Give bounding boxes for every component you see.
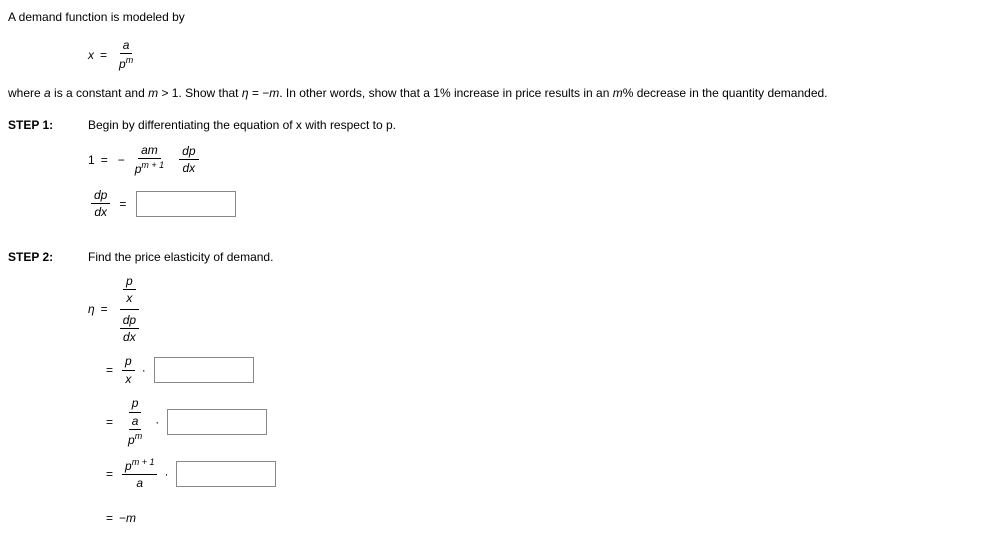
var-m: m: [126, 509, 136, 527]
frac-p-over-apm: p a pm: [122, 396, 148, 447]
big-frac: p x dp dx: [117, 274, 142, 345]
negative: −: [119, 509, 126, 527]
frac-p-x: p x: [122, 354, 135, 386]
frac-dp-dx-lhs: dp dx: [91, 188, 110, 220]
step2-eq2-input[interactable]: [154, 357, 254, 383]
equals: =: [106, 413, 113, 431]
step2-eq4-input[interactable]: [176, 461, 276, 487]
step1-answer-input[interactable]: [136, 191, 236, 217]
eta: η: [88, 300, 95, 318]
negative: −: [118, 151, 125, 169]
frac-num: a: [120, 38, 133, 54]
equals: =: [106, 509, 113, 527]
equals: =: [119, 195, 126, 213]
dot: ·: [164, 465, 168, 483]
dot: ·: [142, 361, 146, 379]
frac-den: pm: [116, 54, 136, 71]
equals: =: [106, 361, 113, 379]
equals: =: [101, 300, 108, 318]
step2-eq2: = p x ·: [100, 352, 1003, 388]
step2-eq3: = p a pm ·: [100, 396, 1003, 447]
step-2-label: STEP 2:: [8, 248, 88, 266]
equals: =: [101, 151, 108, 169]
step2-eq3-input[interactable]: [167, 409, 267, 435]
frac-dp-dx: dp dx: [179, 144, 198, 176]
intro-line-1: A demand function is modeled by: [8, 8, 1003, 26]
step-1-label: STEP 1:: [8, 116, 88, 134]
step-1-row: STEP 1: Begin by differentiating the equ…: [8, 116, 1003, 134]
one: 1: [88, 151, 95, 169]
intro-line-2: where a is a constant and m > 1. Show th…: [8, 84, 1003, 102]
step-2-row: STEP 2: Find the price elasticity of dem…: [8, 248, 1003, 266]
frac-pm1-a: pm + 1 a: [122, 457, 157, 491]
var-x: x: [88, 46, 94, 64]
step2-eq5: = −m: [100, 500, 1003, 536]
main-formula: x = a pm: [88, 38, 1003, 72]
equals: =: [106, 465, 113, 483]
step-2-text: Find the price elasticity of demand.: [88, 248, 1003, 266]
step2-eq4: = pm + 1 a ·: [100, 456, 1003, 492]
step-1-text: Begin by differentiating the equation of…: [88, 116, 1003, 134]
fraction-a-over-pm: a pm: [116, 38, 136, 72]
step1-eq1: 1 = − am pm + 1 dp dx: [88, 142, 1003, 178]
step2-eq1: η = p x dp dx: [88, 274, 1003, 345]
equals-sign: =: [100, 46, 107, 64]
dot: ·: [155, 413, 159, 431]
frac-am-pm1: am pm + 1: [132, 143, 167, 177]
step1-eq2: dp dx =: [88, 186, 1003, 222]
